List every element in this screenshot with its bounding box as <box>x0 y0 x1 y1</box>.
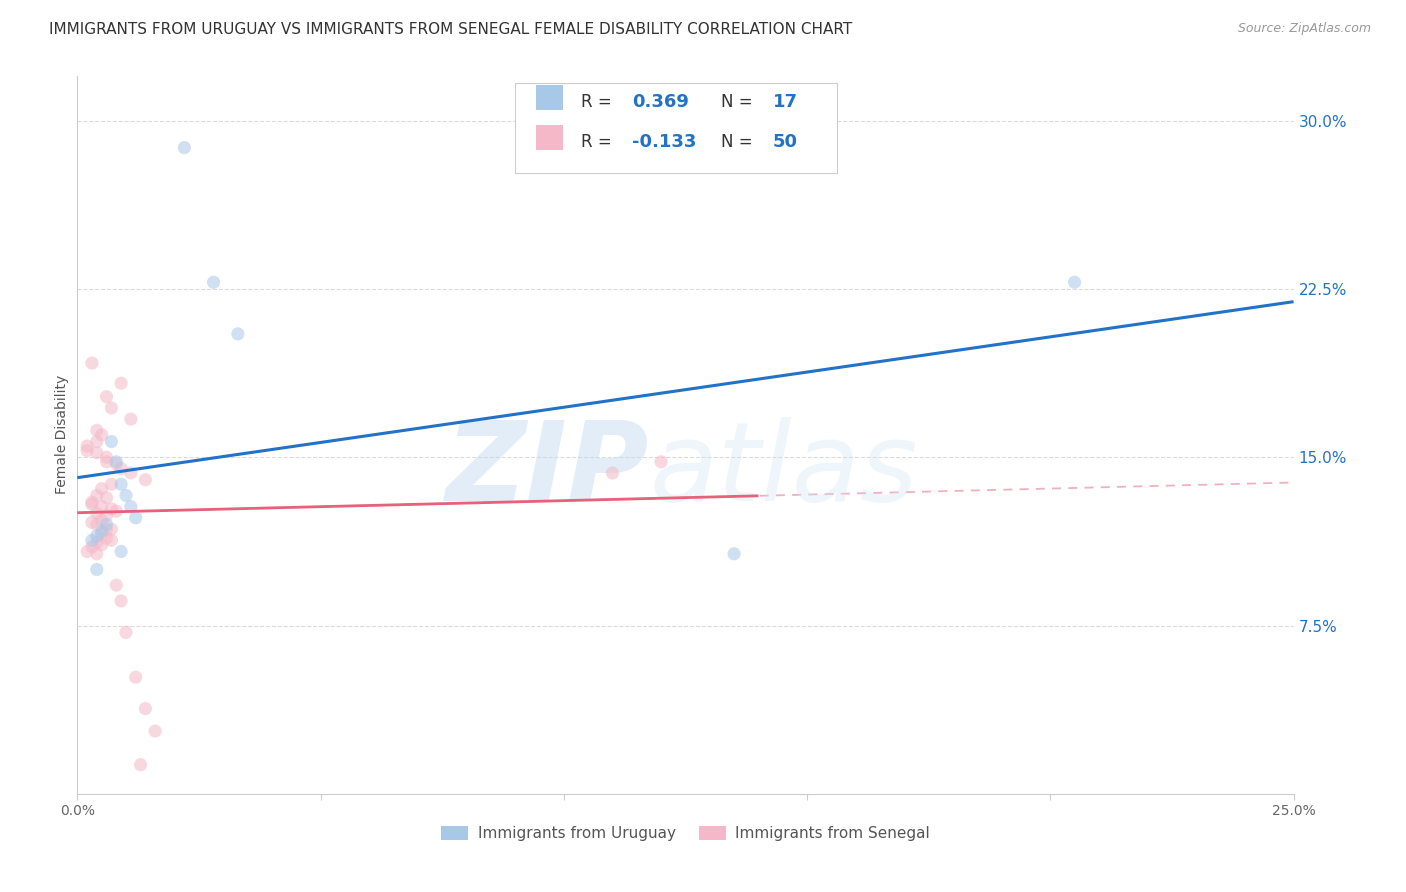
Text: R =: R = <box>581 133 617 151</box>
Text: ZIP: ZIP <box>446 417 650 524</box>
Point <box>110 477 132 491</box>
Point <box>100 502 122 516</box>
Text: atlas: atlas <box>650 417 918 524</box>
Point <box>86 423 108 437</box>
Point <box>86 446 108 460</box>
Point <box>86 529 108 543</box>
Point <box>86 517 108 532</box>
Point <box>134 701 156 715</box>
Point <box>120 412 142 426</box>
Point <box>96 491 118 505</box>
Point <box>80 533 103 548</box>
Point <box>105 455 128 469</box>
Point <box>1063 275 1085 289</box>
Point <box>125 670 148 684</box>
Point <box>96 450 118 465</box>
Point <box>96 508 118 523</box>
Point <box>90 482 112 496</box>
Point <box>723 547 745 561</box>
Point <box>173 141 195 155</box>
Point <box>96 531 118 545</box>
Point <box>86 488 108 502</box>
FancyBboxPatch shape <box>536 125 562 150</box>
Legend: Immigrants from Uruguay, Immigrants from Senegal: Immigrants from Uruguay, Immigrants from… <box>434 820 936 847</box>
Point <box>90 427 112 442</box>
Point <box>80 516 103 530</box>
Point <box>110 594 132 608</box>
Point <box>134 473 156 487</box>
Point <box>90 513 112 527</box>
Point <box>76 443 98 458</box>
Point <box>90 524 112 539</box>
Point <box>96 522 118 536</box>
Point <box>115 488 138 502</box>
Point <box>110 376 132 391</box>
Point <box>90 526 112 541</box>
Text: 17: 17 <box>773 94 799 112</box>
Point <box>76 439 98 453</box>
Point <box>90 500 112 514</box>
Point <box>602 466 624 480</box>
Point <box>86 507 108 521</box>
Text: N =: N = <box>721 133 758 151</box>
Point <box>100 522 122 536</box>
Point <box>105 504 128 518</box>
Point <box>96 390 118 404</box>
Point <box>120 466 142 480</box>
Point <box>202 275 225 289</box>
Point <box>226 326 249 341</box>
Point <box>110 544 132 558</box>
Point <box>110 461 132 475</box>
Text: 0.369: 0.369 <box>631 94 689 112</box>
Point <box>90 538 112 552</box>
Point <box>100 477 122 491</box>
Point <box>86 535 108 549</box>
Text: N =: N = <box>721 94 758 112</box>
Y-axis label: Female Disability: Female Disability <box>55 376 69 494</box>
Point <box>115 625 138 640</box>
Point <box>96 517 118 532</box>
Text: IMMIGRANTS FROM URUGUAY VS IMMIGRANTS FROM SENEGAL FEMALE DISABILITY CORRELATION: IMMIGRANTS FROM URUGUAY VS IMMIGRANTS FR… <box>49 22 852 37</box>
Point <box>125 511 148 525</box>
Point <box>86 547 108 561</box>
Point <box>86 434 108 449</box>
Point <box>120 500 142 514</box>
Text: -0.133: -0.133 <box>631 133 696 151</box>
Point <box>143 724 166 739</box>
Point <box>80 495 103 509</box>
Point <box>80 540 103 554</box>
Text: 50: 50 <box>773 133 799 151</box>
Point <box>129 757 152 772</box>
FancyBboxPatch shape <box>515 83 838 173</box>
Point <box>100 434 122 449</box>
Point <box>80 497 103 511</box>
Point <box>100 533 122 548</box>
Point <box>86 562 108 576</box>
Point <box>105 457 128 471</box>
Point <box>96 455 118 469</box>
FancyBboxPatch shape <box>536 86 562 111</box>
Text: R =: R = <box>581 94 617 112</box>
Point <box>105 578 128 592</box>
Point <box>650 455 672 469</box>
Point <box>100 401 122 415</box>
Text: Source: ZipAtlas.com: Source: ZipAtlas.com <box>1237 22 1371 36</box>
Point <box>76 544 98 558</box>
Point <box>80 356 103 370</box>
